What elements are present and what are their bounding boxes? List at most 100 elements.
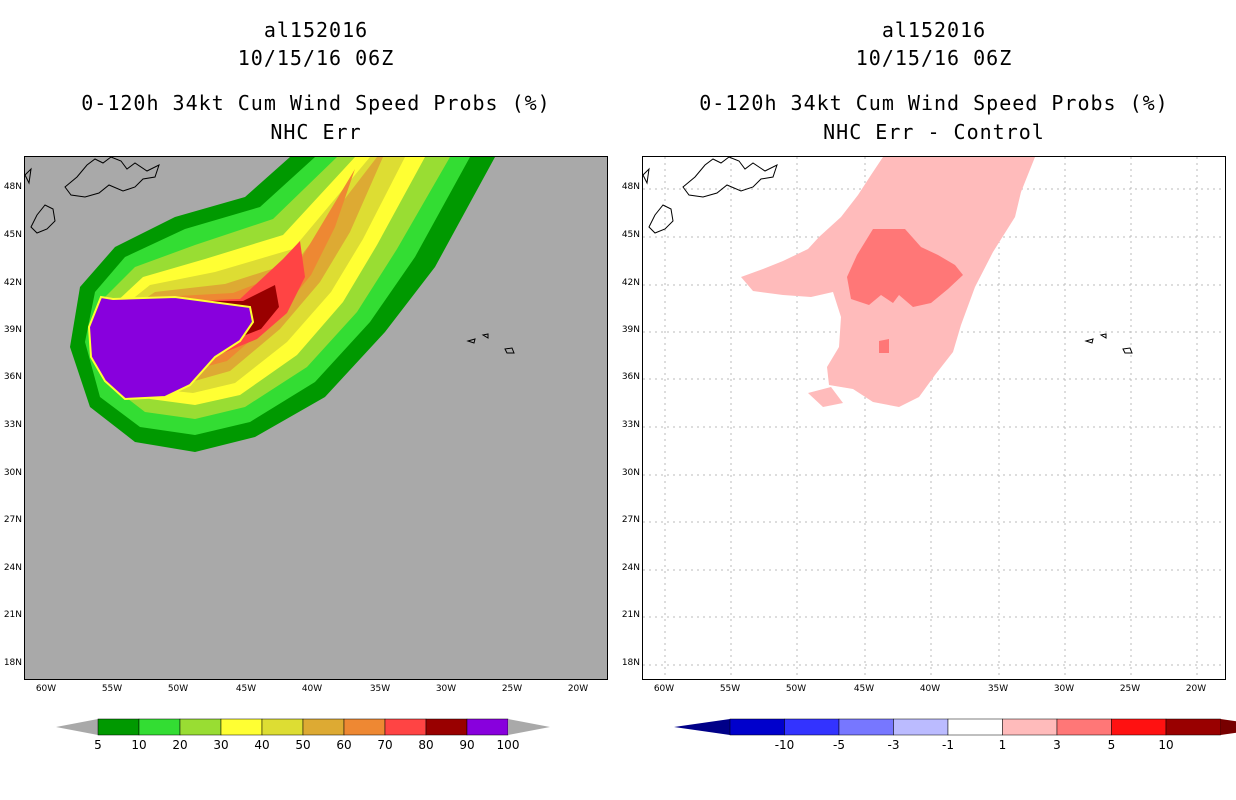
lon-tick-label: 35W: [369, 684, 391, 694]
colorbar-label: 50: [295, 738, 311, 752]
newfoundland-coastline: [25, 157, 160, 234]
lat-tick-label: 36N: [621, 372, 640, 382]
colorbar-label: 3: [1053, 738, 1061, 752]
lat-tick-label: 48N: [621, 182, 640, 192]
colorbar-label: 80: [418, 738, 434, 752]
colorbar-segment: [784, 718, 840, 736]
colorbar-label: 100: [496, 738, 520, 752]
colorbar-label: 10: [131, 738, 147, 752]
diff-band-3-to-5: [847, 229, 963, 307]
colorbar-label: 1: [998, 738, 1007, 752]
colorbar-label: 5: [94, 738, 102, 752]
colorbar-label: 60: [336, 738, 352, 752]
lat-tick-label: 45N: [621, 230, 640, 240]
azores-islands: [466, 333, 515, 354]
left-map-svg: [25, 157, 607, 679]
colorbar-segment: [893, 718, 949, 736]
right-map-svg: [643, 157, 1225, 679]
lat-tick-label: 27N: [3, 515, 22, 525]
colorbar-label: -5: [833, 738, 845, 752]
lat-tick-label: 33N: [621, 420, 640, 430]
lon-tick-label: 50W: [167, 684, 189, 694]
colorbar-segment: [425, 718, 468, 736]
colorbar-label: -1: [942, 738, 954, 752]
colorbar-segment: [97, 718, 140, 736]
colorbar-segment: [1056, 718, 1112, 736]
colorbar-label: 5: [1107, 738, 1116, 752]
colorbar-label: -3: [887, 738, 900, 752]
lat-tick-label: 39N: [621, 325, 640, 335]
lat-tick-label: 42N: [3, 278, 22, 288]
lon-tick-label: 50W: [785, 684, 807, 694]
lat-tick-label: 21N: [3, 610, 22, 620]
colorbar-max-arrow: [508, 719, 550, 735]
lon-tick-label: 30W: [435, 684, 457, 694]
right-gridlines: [643, 157, 1225, 679]
left-datetime: 10/15/16 06Z: [237, 46, 395, 70]
colorbar-segment: [261, 718, 304, 736]
lat-tick-label: 24N: [3, 563, 22, 573]
lon-tick-label: 60W: [35, 684, 57, 694]
colorbar-label: 10: [1158, 738, 1174, 752]
colorbar-label: 30: [213, 738, 229, 752]
right-product-title: 0-120h 34kt Cum Wind Speed Probs (%): [699, 91, 1169, 115]
right-storm-id: al152016: [881, 18, 987, 42]
lat-tick-label: 42N: [621, 278, 640, 288]
colorbar-segment: [384, 718, 427, 736]
colorbar-label: 40: [254, 738, 270, 752]
colorbar-min-arrow: [56, 719, 98, 735]
lon-tick-label: 30W: [1053, 684, 1075, 694]
newfoundland-coastline: [643, 157, 778, 234]
diff-band-3-to-5-small: [879, 339, 889, 353]
colorbar-segment: [466, 718, 509, 736]
azores-islands: [1084, 333, 1133, 354]
lon-tick-label: 45W: [853, 684, 875, 694]
colorbar-segment: [729, 718, 785, 736]
lon-tick-label: 25W: [1119, 684, 1141, 694]
colorbar-segment: [838, 718, 894, 736]
colorbar-min-arrow: [674, 719, 730, 735]
colorbar-segment: [343, 718, 386, 736]
lon-tick-label: 45W: [235, 684, 257, 694]
lon-tick-label: 40W: [301, 684, 323, 694]
lat-tick-label: 27N: [621, 515, 640, 525]
lat-tick-label: 21N: [621, 610, 640, 620]
right-difference-map: [642, 156, 1226, 680]
left-product-title: 0-120h 34kt Cum Wind Speed Probs (%): [81, 91, 551, 115]
colorbar-segment: [220, 718, 263, 736]
lat-tick-label: 48N: [3, 182, 22, 192]
diff-band-1-to-3-edge: [808, 387, 843, 407]
left-storm-id: al152016: [263, 18, 369, 42]
right-subtitle: NHC Err - Control: [823, 120, 1045, 144]
lat-tick-label: 36N: [3, 372, 22, 382]
left-subtitle: NHC Err: [270, 120, 362, 144]
right-datetime: 10/15/16 06Z: [855, 46, 1013, 70]
colorbar-label: 90: [459, 738, 475, 752]
colorbar-segment: [947, 718, 1003, 736]
lon-tick-label: 25W: [501, 684, 523, 694]
lon-tick-label: 60W: [653, 684, 675, 694]
lat-tick-label: 30N: [621, 468, 640, 478]
lat-tick-label: 18N: [621, 658, 640, 668]
colorbar-segment: [302, 718, 345, 736]
lon-tick-label: 40W: [919, 684, 941, 694]
colorbar-label: -10: [774, 738, 795, 752]
colorbar-segment: [1111, 718, 1167, 736]
lon-tick-label: 55W: [719, 684, 741, 694]
lon-tick-label: 20W: [567, 684, 589, 694]
lat-tick-label: 30N: [3, 468, 22, 478]
colorbar-segment: [179, 718, 222, 736]
left-probability-map: [24, 156, 608, 680]
lon-tick-label: 20W: [1185, 684, 1207, 694]
colorbar-segment: [1165, 718, 1221, 736]
colorbar-segment: [138, 718, 181, 736]
lat-tick-label: 39N: [3, 325, 22, 335]
colorbar-label: 20: [172, 738, 188, 752]
lat-tick-label: 45N: [3, 230, 22, 240]
prob-band-90-100: [87, 295, 255, 401]
colorbar-max-arrow: [1220, 719, 1236, 735]
lon-tick-label: 55W: [101, 684, 123, 694]
lat-tick-label: 18N: [3, 658, 22, 668]
colorbar-segment: [1002, 718, 1058, 736]
lon-tick-label: 35W: [987, 684, 1009, 694]
